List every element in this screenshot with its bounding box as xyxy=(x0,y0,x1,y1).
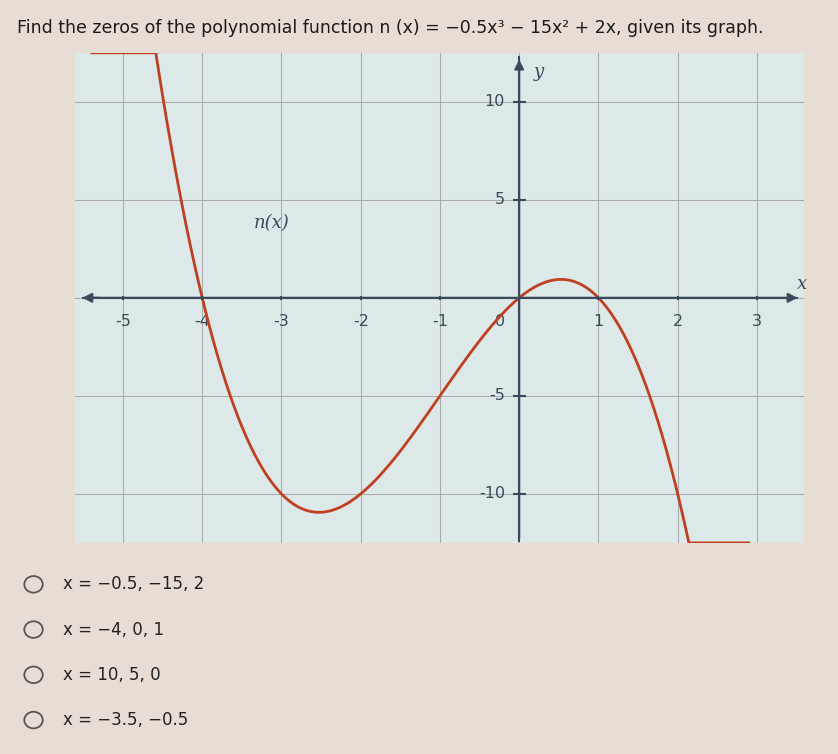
Text: x: x xyxy=(797,275,807,293)
Text: -5: -5 xyxy=(115,314,131,329)
Text: 1: 1 xyxy=(593,314,603,329)
Text: Find the zeros of the polynomial function n (x) = −0.5x³ − 15x² + 2x, given its : Find the zeros of the polynomial functio… xyxy=(17,19,763,37)
Text: 5: 5 xyxy=(494,192,505,207)
Text: -3: -3 xyxy=(273,314,289,329)
Text: x = 10, 5, 0: x = 10, 5, 0 xyxy=(63,666,160,684)
Text: -4: -4 xyxy=(194,314,210,329)
Text: -5: -5 xyxy=(489,388,505,403)
Text: x = −0.5, −15, 2: x = −0.5, −15, 2 xyxy=(63,575,204,593)
Text: n(x): n(x) xyxy=(254,214,289,232)
Text: 10: 10 xyxy=(484,94,505,109)
Text: -10: -10 xyxy=(478,486,505,501)
Text: y: y xyxy=(534,63,544,81)
Text: x = −4, 0, 1: x = −4, 0, 1 xyxy=(63,621,164,639)
Text: 3: 3 xyxy=(752,314,762,329)
Text: 0: 0 xyxy=(494,314,505,329)
Text: -1: -1 xyxy=(432,314,448,329)
Text: x = −3.5, −0.5: x = −3.5, −0.5 xyxy=(63,711,188,729)
Text: -2: -2 xyxy=(353,314,369,329)
Text: 2: 2 xyxy=(673,314,683,329)
